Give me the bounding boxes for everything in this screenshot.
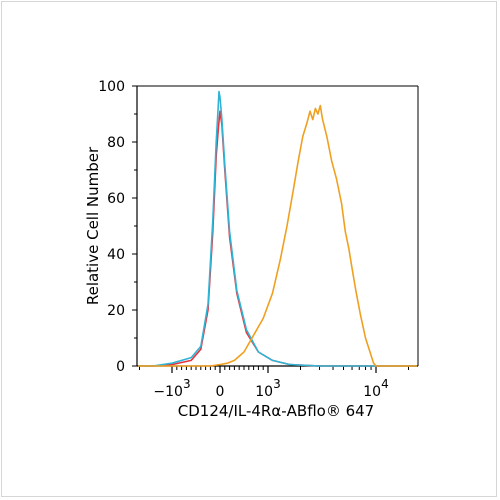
x-tick-label: 0 — [216, 384, 225, 400]
series-line-1 — [138, 110, 417, 367]
y-tick-label: 0 — [116, 359, 125, 375]
y-tick-label: 60 — [107, 191, 125, 207]
y-tick-label: 100 — [98, 79, 125, 95]
x-tick-label: 104 — [363, 377, 388, 400]
series-line-3 — [138, 104, 417, 367]
x-tick-label: 103 — [255, 377, 280, 400]
series-line-2 — [138, 90, 417, 367]
axes — [132, 85, 419, 373]
label-layer: 0 20 40 60 80 100 −103 0 103 104 Relative Cell Num… — [84, 79, 389, 420]
y-tick-label: 40 — [107, 247, 125, 263]
y-axis-title: Relative Cell Number — [84, 146, 102, 305]
series-layer — [138, 90, 417, 367]
y-tick-label: 80 — [107, 135, 125, 151]
x-tick-label: −103 — [153, 377, 190, 400]
y-tick-label: 20 — [107, 303, 125, 319]
x-axis-title: CD124/IL-4Rα-ABflo® 647 — [178, 402, 374, 420]
